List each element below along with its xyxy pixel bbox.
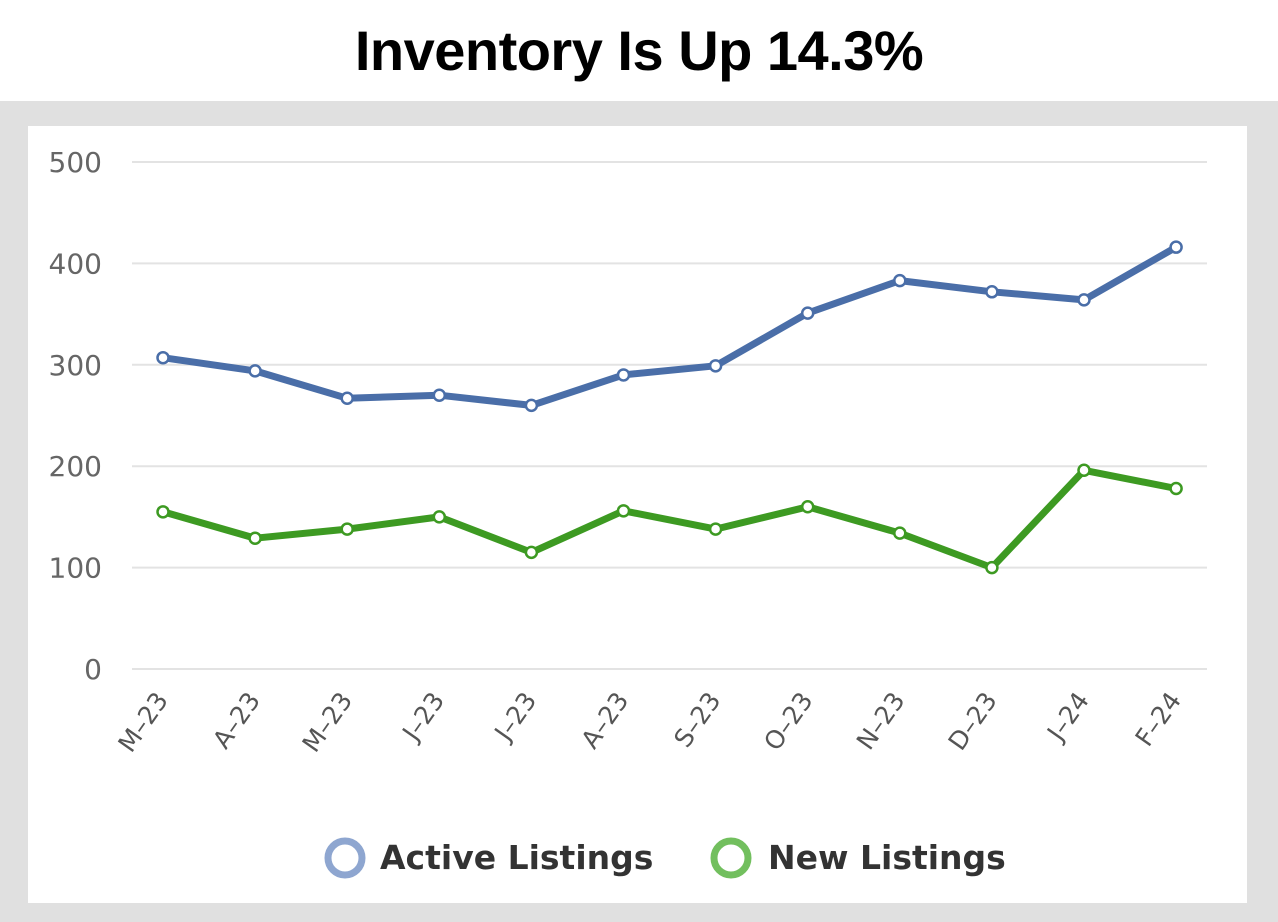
data-point-new-listings[interactable] <box>893 526 907 540</box>
x-tick-label: J–23 <box>488 687 543 748</box>
data-point-active-listings[interactable] <box>1169 240 1183 254</box>
data-point-active-listings[interactable] <box>248 364 262 378</box>
y-tick-label: 300 <box>49 349 102 382</box>
x-tick-label: M–23 <box>112 687 174 758</box>
data-point-active-listings[interactable] <box>800 306 815 320</box>
x-tick-label: J–23 <box>396 687 451 748</box>
data-point-new-listings[interactable] <box>1077 463 1091 478</box>
data-point-new-listings[interactable] <box>432 510 447 524</box>
x-tick-label: D–23 <box>943 687 1003 756</box>
y-tick-label: 400 <box>49 247 102 280</box>
x-tick-label: M–23 <box>297 687 359 758</box>
data-point-new-listings[interactable] <box>800 500 815 514</box>
legend-label-new-listings: New Listings <box>768 838 1006 877</box>
legend[interactable]: Active Listings New Listings <box>324 837 1006 879</box>
series-points <box>156 240 1183 575</box>
chart-title: Inventory Is Up 14.3% <box>354 18 924 82</box>
series-line-new-listings <box>159 466 1180 572</box>
y-tick-label: 200 <box>49 450 102 483</box>
data-point-new-listings[interactable] <box>156 505 170 519</box>
legend-label-active-listings: Active Listings <box>380 838 653 877</box>
y-axis-ticks: 0 100 200 300 400 500 <box>49 146 102 686</box>
legend-marker-active-listings <box>324 837 366 879</box>
y-tick-label: 0 <box>84 653 102 686</box>
data-point-new-listings[interactable] <box>340 522 354 536</box>
x-tick-label: J–24 <box>1040 687 1095 748</box>
data-point-new-listings[interactable] <box>616 504 631 518</box>
gridlines <box>132 161 1207 670</box>
x-tick-label: A–23 <box>575 687 634 754</box>
x-tick-label: S–23 <box>668 687 726 753</box>
series-lines <box>159 243 1180 572</box>
y-tick-label: 500 <box>49 146 102 179</box>
x-tick-label: A–23 <box>207 687 266 754</box>
data-point-active-listings[interactable] <box>524 398 539 413</box>
y-tick-label: 100 <box>49 552 102 585</box>
data-point-new-listings[interactable] <box>248 531 262 545</box>
data-point-active-listings[interactable] <box>340 391 354 406</box>
x-tick-label: O–23 <box>758 687 818 756</box>
data-point-new-listings[interactable] <box>524 545 539 560</box>
x-axis-ticks: M–23 A–23 M–23 J–23 J–23 A–23 S–23 O–23 N–23 D–23… <box>112 687 1187 758</box>
data-point-new-listings[interactable] <box>985 560 999 575</box>
data-point-active-listings[interactable] <box>893 273 907 288</box>
series-line-active-listings <box>159 243 1180 409</box>
legend-marker-new-listings <box>710 837 752 879</box>
data-point-active-listings[interactable] <box>985 285 999 299</box>
data-point-active-listings[interactable] <box>708 359 723 373</box>
data-point-new-listings[interactable] <box>1169 481 1183 496</box>
x-tick-label: F–24 <box>1130 687 1187 752</box>
data-point-active-listings[interactable] <box>156 350 170 365</box>
data-point-new-listings[interactable] <box>708 522 723 536</box>
data-point-active-listings[interactable] <box>432 388 447 402</box>
data-point-active-listings[interactable] <box>1077 293 1091 307</box>
x-tick-label: N–23 <box>851 687 911 755</box>
data-point-active-listings[interactable] <box>616 368 631 382</box>
